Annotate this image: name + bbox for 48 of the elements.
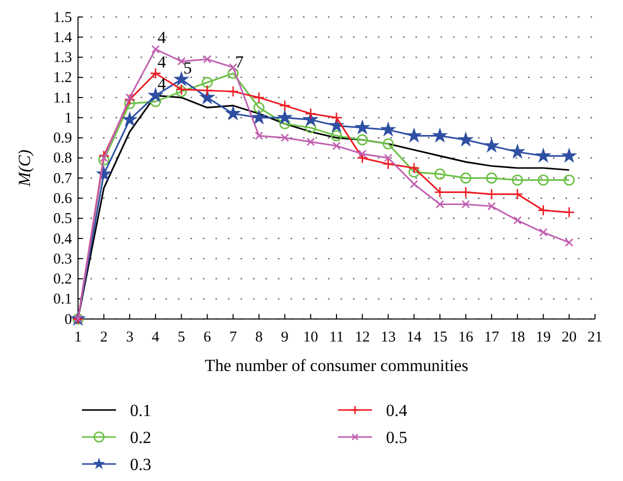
y-tick-label: 1 [64,110,72,126]
legend-label: 0.3 [130,455,152,474]
x-tick-label: 4 [152,330,160,346]
y-tick-label: 1.5 [53,10,72,26]
legend-label: 0.2 [130,428,152,447]
x-tick-label: 2 [100,330,108,346]
annotation: 5 [183,58,192,78]
x-tick-label: 14 [406,330,422,346]
y-tick-label: 0.9 [53,130,72,147]
y-tick-label: 0.4 [53,231,72,248]
x-tick-label: 10 [303,330,318,346]
legend-label: 0.5 [386,428,408,447]
x-tick-label: 6 [204,330,212,346]
x-tick-label: 20 [562,330,577,346]
y-tick-label: 0 [64,312,72,328]
x-tick-label: 17 [484,330,500,346]
legend-label: 0.4 [386,401,408,420]
annotation: 4 [158,52,167,72]
y-tick-label: 0.8 [53,150,72,167]
annotation: 7 [235,52,244,72]
x-tick-label: 12 [354,330,370,346]
annotation: 4 [158,28,167,48]
x-tick-label: 21 [588,330,602,346]
x-tick-label: 18 [510,330,525,346]
y-tick-label: 1.3 [53,50,72,66]
x-tick-label: 19 [536,330,551,346]
y-tick-label: 0.5 [53,211,72,228]
x-tick-label: 5 [178,330,186,346]
y-tick-label: 0.6 [53,191,72,207]
x-axis-title: The number of consumer communities [204,356,468,375]
y-tick-label: 1.4 [53,30,72,46]
legend-label: 0.1 [130,401,152,420]
y-tick-label: 1.2 [53,70,72,86]
y-axis-title: M(C) [15,149,34,188]
y-tick-label: 0.7 [53,170,72,187]
x-tick-label: 16 [458,330,474,346]
x-tick-label: 3 [126,330,134,346]
x-tick-label: 13 [380,330,396,346]
x-tick-label: 8 [255,330,263,346]
y-tick-label: 1.1 [53,90,72,106]
annotation: 4 [158,74,167,94]
y-tick-label: 0.1 [53,292,72,308]
x-tick-label: 9 [281,330,289,346]
y-tick-label: 0.2 [53,272,72,288]
x-tick-label: 15 [432,330,448,346]
x-tick-label: 7 [229,330,238,346]
x-tick-label: 11 [329,330,344,346]
y-tick-label: 0.3 [53,251,72,268]
